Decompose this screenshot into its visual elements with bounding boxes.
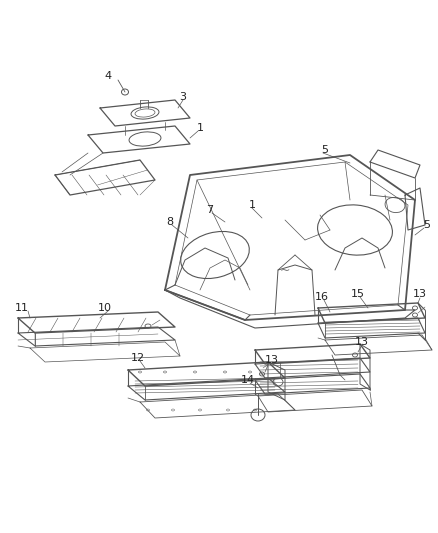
Text: 8: 8 [166,217,173,227]
Text: 1: 1 [197,123,204,133]
Text: 4: 4 [104,71,112,81]
Text: 10: 10 [98,303,112,313]
Text: 12: 12 [131,353,145,363]
Text: ~: ~ [280,263,290,277]
Text: 3: 3 [180,92,187,102]
Text: 1: 1 [248,200,255,210]
Text: 7: 7 [206,205,214,215]
Text: 13: 13 [265,355,279,365]
Text: 13: 13 [355,337,369,347]
Text: 11: 11 [15,303,29,313]
Text: 15: 15 [351,289,365,299]
Text: 14: 14 [241,375,255,385]
Text: 16: 16 [315,292,329,302]
Text: 13: 13 [413,289,427,299]
Text: 5: 5 [424,220,431,230]
Text: 5: 5 [321,145,328,155]
